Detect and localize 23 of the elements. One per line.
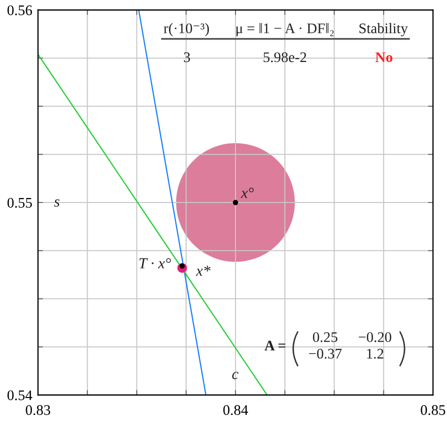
annotation: c bbox=[232, 372, 238, 380]
annotation: s bbox=[54, 199, 60, 207]
annotation: −0.20 bbox=[358, 332, 392, 342]
y-tick-label: 0.54 bbox=[7, 390, 32, 400]
annotation: 0.25 bbox=[312, 332, 338, 342]
y-tick-label: 0.55 bbox=[7, 198, 32, 208]
annotation: 1.2 bbox=[367, 348, 384, 359]
annotation: r(·10⁻³) bbox=[164, 23, 209, 36]
series-label: x° bbox=[240, 188, 254, 198]
point bbox=[232, 200, 238, 206]
series-label: T · x° bbox=[139, 258, 171, 268]
x-tick-label: 0.85 bbox=[420, 405, 446, 416]
annotation: A = bbox=[264, 340, 286, 350]
x-tick-label: 0.84 bbox=[223, 405, 248, 416]
annotation: Stability bbox=[359, 23, 408, 36]
series-label: x* bbox=[196, 266, 210, 276]
annotation: No bbox=[375, 52, 392, 62]
annotation: 3 bbox=[184, 52, 190, 62]
annotation: μ = ‖1 − A · DF‖₂ bbox=[236, 23, 334, 36]
annotation: −0.37 bbox=[309, 348, 342, 359]
x-tick-label: 0.83 bbox=[26, 405, 50, 416]
y-tick-label: 0.56 bbox=[7, 5, 32, 16]
annotation: 5.98e-2 bbox=[264, 52, 306, 62]
